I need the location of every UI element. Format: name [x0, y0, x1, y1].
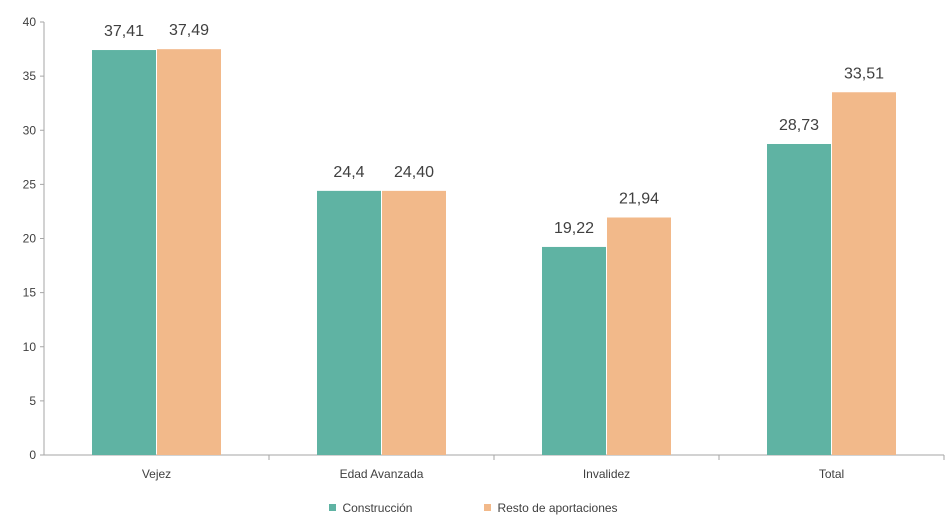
data-label: 37,41 — [104, 23, 144, 40]
y-tick-label: 10 — [23, 340, 37, 354]
bar — [92, 50, 156, 456]
bar — [542, 246, 606, 455]
x-tick-label: Total — [819, 467, 844, 481]
x-tick-label: Vejez — [142, 467, 171, 481]
y-tick-label: 15 — [23, 286, 37, 300]
data-label: 24,4 — [333, 164, 364, 181]
data-label: 24,40 — [394, 164, 434, 181]
data-label: 21,94 — [619, 190, 659, 207]
y-tick-label: 35 — [23, 69, 37, 83]
data-label: 33,51 — [844, 65, 884, 82]
y-tick-label: 5 — [29, 394, 36, 408]
legend-label-construccion: Construcción — [342, 500, 413, 515]
bar-chart: 0 5 10 15 20 25 30 35 40 37,41 37,49 Vejez 24,4 24,40… — [23, 15, 945, 481]
x-tick-label: Edad Avanzada — [340, 467, 424, 481]
data-label: 37,49 — [169, 22, 209, 39]
data-label: 28,73 — [779, 117, 819, 134]
legend-item-construccion: Construcción — [329, 501, 412, 515]
legend-label-resto: Resto de aportaciones — [497, 500, 618, 515]
legend-swatch-construccion — [329, 504, 337, 511]
y-tick-label: 20 — [23, 232, 37, 246]
legend-swatch-resto — [484, 504, 492, 511]
bar — [317, 190, 381, 455]
legend-item-resto: Resto de aportaciones — [484, 500, 618, 515]
bar — [157, 49, 221, 456]
bar — [382, 190, 446, 455]
x-tick-label: Invalidez — [583, 467, 630, 481]
y-tick-label: 0 — [29, 448, 36, 462]
bar — [607, 217, 671, 455]
data-label: 19,22 — [554, 220, 594, 237]
y-tick-label: 30 — [23, 123, 37, 137]
y-tick-label: 25 — [23, 177, 37, 191]
y-tick-label: 40 — [23, 15, 37, 29]
bar — [832, 92, 896, 456]
bar — [767, 143, 831, 456]
chart-legend: Construcción Resto de aportaciones — [0, 498, 947, 517]
